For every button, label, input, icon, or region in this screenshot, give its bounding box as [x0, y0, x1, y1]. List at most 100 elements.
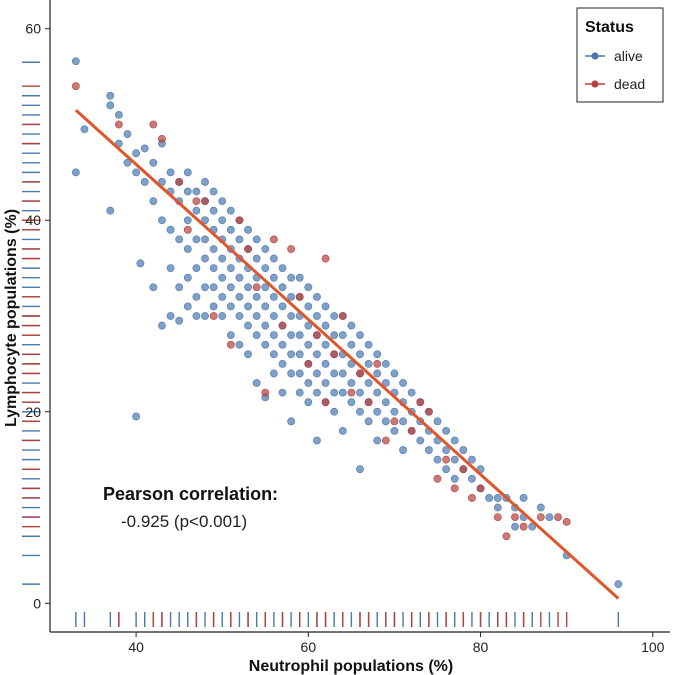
point-alive: [424, 446, 433, 454]
x-tick-label: 60: [301, 639, 317, 655]
point-alive: [166, 168, 175, 177]
point-alive: [356, 388, 364, 397]
point-alive: [252, 254, 261, 263]
point-alive: [468, 455, 476, 464]
point-alive: [433, 417, 442, 426]
point-alive: [235, 340, 244, 349]
x-rug: [75, 612, 620, 627]
point-alive: [192, 264, 201, 273]
point-dead: [347, 388, 356, 397]
point-alive: [269, 273, 278, 282]
point-alive: [183, 273, 192, 282]
point-alive: [140, 144, 149, 153]
point-alive: [278, 388, 287, 397]
point-alive: [175, 316, 184, 325]
point-alive: [252, 312, 261, 320]
point-alive: [235, 273, 244, 282]
point-dead: [442, 455, 451, 464]
point-alive: [364, 340, 373, 349]
point-alive: [132, 412, 141, 421]
point-alive: [71, 57, 80, 66]
point-alive: [295, 388, 304, 397]
point-dead: [536, 513, 545, 521]
point-dead: [209, 312, 218, 320]
point-alive: [278, 359, 287, 368]
point-dead: [149, 120, 158, 129]
point-alive: [201, 178, 209, 186]
point-alive: [261, 302, 270, 311]
point-alive: [183, 187, 192, 196]
y-rug: [22, 61, 40, 585]
point-alive: [381, 398, 390, 407]
point-alive: [399, 417, 407, 426]
point-alive: [114, 111, 123, 119]
point-alive: [330, 407, 339, 416]
point-alive: [304, 321, 313, 330]
point-alive: [123, 158, 132, 167]
point-alive: [528, 522, 537, 531]
point-alive: [313, 388, 321, 397]
point-alive: [295, 350, 304, 359]
point-alive: [71, 168, 80, 177]
point-dead: [304, 359, 313, 368]
point-alive: [269, 369, 278, 378]
point-dead: [321, 254, 330, 263]
point-alive: [287, 417, 296, 426]
point-dead: [511, 513, 519, 521]
point-dead: [356, 369, 364, 378]
point-alive: [175, 235, 184, 244]
trend-line: [74, 109, 620, 600]
point-dead: [295, 292, 304, 301]
point-alive: [545, 513, 554, 521]
point-alive: [433, 455, 442, 464]
point-alive: [244, 350, 252, 359]
point-dead: [502, 532, 511, 541]
point-alive: [226, 283, 235, 292]
legend-box: [576, 7, 664, 103]
point-alive: [511, 522, 519, 531]
point-alive: [304, 398, 313, 407]
point-alive: [218, 197, 227, 205]
point-alive: [192, 187, 201, 196]
point-alive: [201, 216, 209, 225]
point-alive: [519, 494, 528, 502]
point-alive: [175, 283, 184, 292]
point-alive: [373, 350, 382, 359]
point-alive: [269, 312, 278, 320]
y-tick-label: 20: [25, 404, 41, 420]
point-dead: [433, 474, 442, 483]
legend-entries: alive dead: [585, 48, 645, 92]
annotation-title: Pearson correlation:: [103, 484, 278, 504]
point-alive: [399, 379, 407, 387]
point-alive: [321, 379, 330, 387]
point-dead: [114, 120, 123, 129]
point-alive: [226, 225, 235, 234]
point-dead: [244, 245, 252, 253]
point-alive: [244, 225, 252, 234]
point-dead: [468, 494, 476, 502]
point-alive: [136, 259, 145, 268]
point-alive: [313, 312, 321, 320]
point-alive: [364, 359, 373, 368]
point-dead: [390, 417, 399, 426]
point-alive: [192, 312, 201, 320]
point-alive: [304, 283, 313, 292]
point-alive: [330, 369, 339, 378]
point-alive: [244, 302, 252, 311]
point-alive: [209, 206, 218, 215]
point-alive: [261, 245, 270, 253]
point-alive: [321, 359, 330, 368]
point-alive: [226, 206, 235, 215]
point-alive: [226, 264, 235, 273]
point-alive: [123, 130, 132, 138]
point-alive: [218, 312, 227, 320]
point-dead: [201, 197, 209, 205]
axes: 40 60 80 100 0 20 40 60: [25, 0, 670, 655]
x-tick-label: 80: [473, 639, 489, 655]
point-alive: [493, 494, 502, 502]
point-alive: [166, 264, 175, 273]
point-dead: [71, 82, 80, 91]
point-alive: [381, 379, 390, 387]
point-alive: [287, 292, 296, 301]
point-alive: [158, 178, 166, 186]
